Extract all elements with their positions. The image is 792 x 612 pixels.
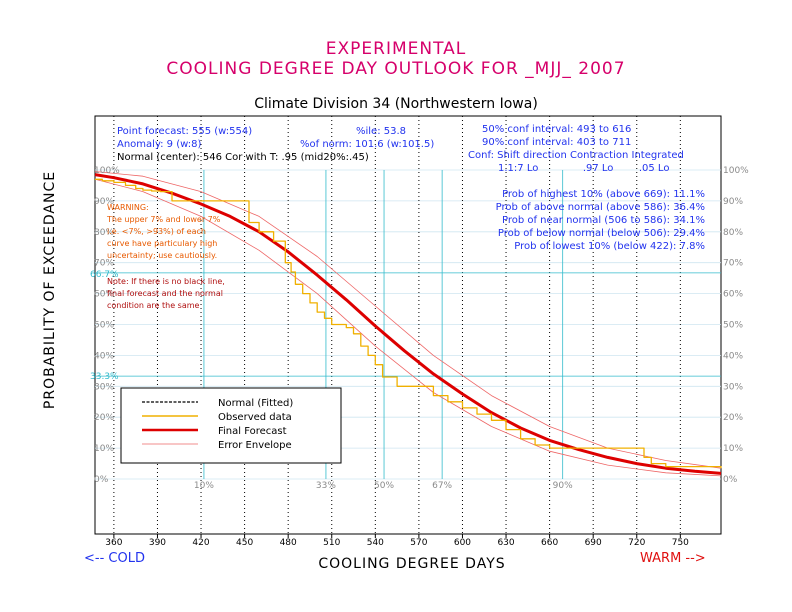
conf90-text: 90% conf interval: 403 to 711 (482, 137, 631, 148)
x-tick-label: 360 (105, 538, 122, 548)
legend: Normal (Fitted) Observed data Final Fore… (120, 387, 342, 464)
x-tick-label: 720 (628, 538, 645, 548)
prob-below-text: Prob of below normal (below 506): 29.4% (498, 228, 705, 239)
percentile-text: %ile: 53.8 (356, 126, 406, 137)
chart-subtitle: Climate Division 34 (Northwestern Iowa) (254, 96, 538, 112)
y-tick-label-right: 20% (723, 413, 743, 423)
y-tick-label-right: 0% (723, 475, 738, 485)
x-tick-label: 450 (236, 538, 253, 548)
y-tick-label-right: 90% (723, 197, 743, 207)
chart-title-line1: EXPERIMENTAL (326, 39, 467, 59)
y-tick-label-right: 60% (723, 290, 743, 300)
x-tick-label: 420 (192, 538, 209, 548)
percentile-markers: 10% 33% 50% 67% 90% (194, 481, 573, 491)
conf-values-text: 1.1:7 Lo .97 Lo .05 Lo (498, 163, 669, 174)
warning-box: WARNING: The upper 7% and lower 7% i.e. … (106, 203, 221, 260)
y-tick-label-right: 80% (723, 228, 743, 238)
anomaly-text: Anomaly: 9 (w:8) (117, 139, 201, 150)
x-tick-label: 480 (280, 538, 297, 548)
gridlines (95, 116, 721, 538)
y-tick-labels: 0% 0% 10% 10% 20% 20% 30% 30% 40% 40% 50% 50% 60% 60%… (94, 166, 749, 485)
y-tick-label-left: 20% (94, 413, 114, 423)
percentile-label: 50% (374, 481, 394, 491)
x-tick-label: 690 (585, 538, 602, 548)
legend-label: Observed data (218, 412, 292, 423)
y-tick-label-right: 40% (723, 351, 743, 361)
prob-highest-text: Prob of highest 10% (above 669): 11.1% (502, 189, 705, 200)
warning-line: uncertainty; use cautiously. (107, 251, 217, 260)
note-line: Note: If there is no black line, (107, 277, 225, 286)
pct-of-norm-text: %of norm: 101.6 (w:101.5) (300, 139, 434, 150)
x-tick-label: 510 (323, 538, 340, 548)
prob-lowest-text: Prob of lowest 10% (below 422): 7.8% (514, 241, 705, 252)
series-observed (95, 178, 722, 469)
y-tick-label-right: 10% (723, 444, 743, 454)
y-tick-label-left: 90% (94, 197, 114, 207)
legend-label: Final Forecast (218, 426, 287, 437)
y-tick-label-left: 80% (94, 228, 114, 238)
x-tick-label: 600 (454, 538, 471, 548)
legend-label: Normal (Fitted) (218, 398, 293, 409)
percentile-label: 10% (194, 481, 214, 491)
series-group (94, 171, 722, 477)
prob-near-text: Prob of near normal (506 to 586): 34.1% (502, 215, 705, 226)
note-line: final forecast and the normal (107, 289, 223, 298)
percentile-label: 90% (553, 481, 573, 491)
y-tick-label-left: 70% (94, 259, 114, 269)
warning-line: WARNING: (107, 203, 149, 212)
point-forecast-text: Point forecast: 555 (w:554) (117, 126, 252, 137)
legend-label: Error Envelope (218, 440, 292, 451)
warning-line: curve have particulary high (107, 239, 217, 248)
y-tick-label-right: 50% (723, 321, 743, 331)
x-axis-label: COOLING DEGREE DAYS (318, 556, 505, 572)
chart-title-line2: COOLING DEGREE DAY OUTLOOK FOR _MJJ_ 200… (166, 59, 625, 79)
warning-line: The upper 7% and lower 7% (106, 215, 221, 224)
ref-marker-66: 66.7% (90, 270, 119, 280)
y-tick-label-left: 0% (94, 475, 109, 485)
y-tick-label-right: 30% (723, 382, 743, 392)
plot-frame (94, 115, 722, 535)
y-tick-label-right: 100% (723, 166, 749, 176)
ref-marker-33: 33.3% (90, 372, 119, 382)
y-tick-label-left: 100% (94, 166, 120, 176)
x-tick-label: 660 (541, 538, 558, 548)
y-tick-label-left: 50% (94, 321, 114, 331)
note-box: Note: If there is no black line, final f… (107, 277, 225, 310)
x-tick-label: 390 (149, 538, 166, 548)
x-tick-label: 570 (410, 538, 427, 548)
x-tick-label: 750 (672, 538, 689, 548)
y-axis-label: PROBABILITY OF EXCEEDANCE (42, 171, 58, 409)
y-tick-label-left: 30% (94, 382, 114, 392)
warning-line: i.e. <7%, >93%) of each (107, 227, 206, 236)
note-line: condition are the same (107, 301, 200, 310)
y-tick-label-left: 40% (94, 351, 114, 361)
conf-header-text: Conf: Shift direction Contraction Integr… (468, 150, 684, 161)
normal-center-text: Normal (center): 546 Cor with T: .95 (mi… (117, 152, 369, 163)
series-error-envelope (94, 171, 722, 469)
y-tick-label-left: 10% (94, 444, 114, 454)
x-tick-label: 630 (497, 538, 514, 548)
conf50-text: 50% conf interval: 493 to 616 (482, 124, 631, 135)
series-error-envelope (94, 178, 722, 477)
prob-above-text: Prob of above normal (above 586): 36.4% (496, 202, 705, 213)
x-tick-labels: 360 390 420 450 480 510 540 570 600 630 660 690 720 7… (105, 538, 689, 548)
y-tick-label-left: 60% (94, 290, 114, 300)
warm-label: WARM --> (640, 551, 706, 566)
percentile-label: 33% (316, 481, 336, 491)
percentile-label: 67% (432, 481, 452, 491)
cold-label: <-- COLD (84, 551, 145, 566)
legend-box (120, 387, 342, 464)
y-tick-label-right: 70% (723, 259, 743, 269)
x-tick-label: 540 (367, 538, 384, 548)
